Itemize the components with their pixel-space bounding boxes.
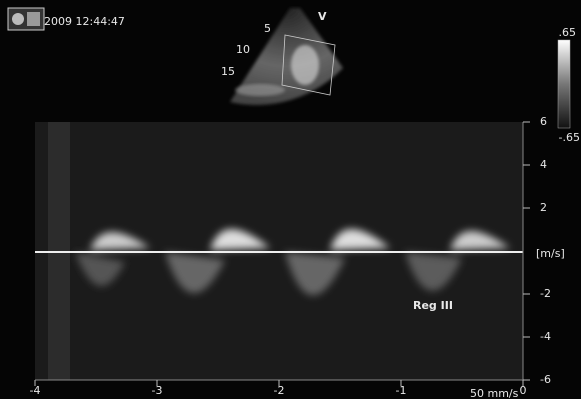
x-tick-label: -3 [152, 384, 163, 397]
colorbar [557, 39, 571, 129]
y-unit: [m/s] [536, 247, 565, 260]
x-tick-label: -2 [274, 384, 285, 397]
doppler-spectrum [75, 229, 510, 296]
y-tick-label: -4 [540, 330, 551, 343]
depth-label: 5 [264, 22, 271, 35]
y-tick-label: 2 [540, 201, 547, 214]
mode-label: V [318, 10, 327, 23]
colorbar-top: .65 [559, 26, 577, 39]
sector-image [230, 8, 343, 105]
depth-label: 10 [236, 43, 250, 56]
y-tick-label: 6 [540, 115, 547, 128]
logo [7, 7, 45, 31]
y-tick-label: -6 [540, 373, 551, 386]
colorbar-bottom: -.65 [559, 131, 580, 144]
depth-label: 15 [221, 65, 235, 78]
y-tick-label: 4 [540, 158, 547, 171]
timestamp: 2009 12:44:47 [44, 15, 125, 28]
x-tick-label: 0 [520, 384, 527, 397]
annotation: Reg III [413, 299, 453, 312]
x-tick-label: -1 [396, 384, 407, 397]
sweep-speed: 50 mm/s [470, 387, 519, 399]
y-tick-label: -2 [540, 287, 551, 300]
x-tick-label: -4 [30, 384, 41, 397]
